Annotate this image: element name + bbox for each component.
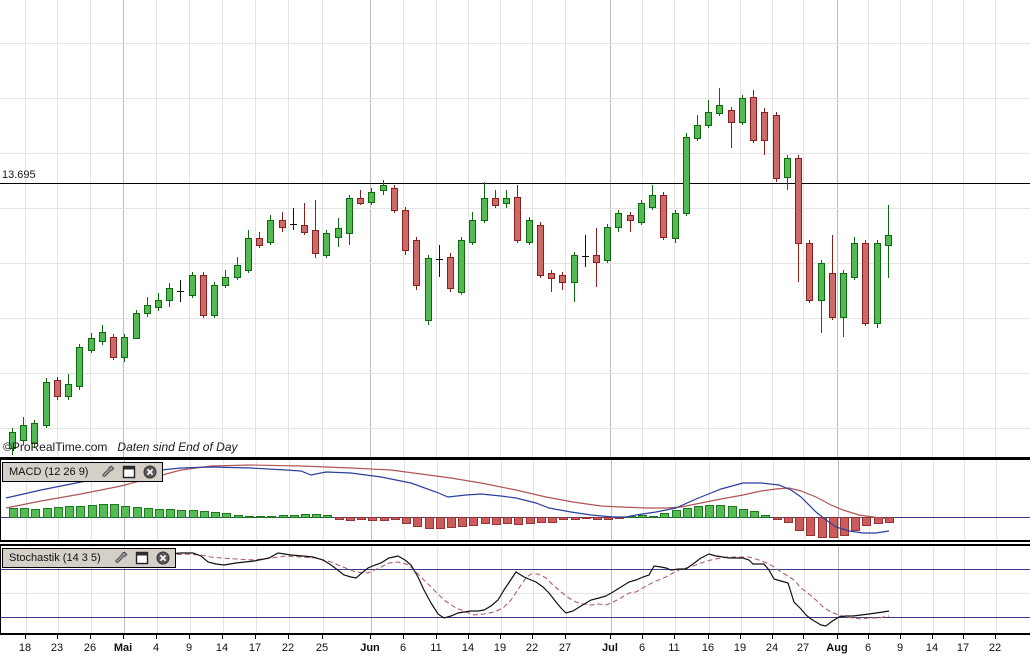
- window-icon[interactable]: [122, 465, 136, 479]
- macd-header[interactable]: MACD (12 26 9): [2, 462, 164, 482]
- x-axis-label: 22: [526, 642, 538, 654]
- x-axis-label: 27: [559, 642, 571, 654]
- x-axis-label: 18: [19, 642, 31, 654]
- x-axis-label: 14: [926, 642, 938, 654]
- macd-title: MACD (12 26 9): [9, 466, 89, 478]
- x-axis-label: 17: [957, 642, 969, 654]
- x-axis-label: 19: [734, 642, 746, 654]
- x-axis-label: 14: [462, 642, 474, 654]
- x-axis-label: 26: [84, 642, 96, 654]
- x-axis-label: 16: [702, 642, 714, 654]
- x-axis-label: 6: [865, 642, 871, 654]
- panel-separator[interactable]: [0, 457, 1030, 460]
- macd-chart-canvas: [1, 460, 1030, 540]
- panel-separator: [0, 633, 1030, 635]
- x-axis-label: 4: [153, 642, 159, 654]
- x-axis-label: 6: [400, 642, 406, 654]
- x-axis-label: 25: [316, 642, 328, 654]
- copyright-note: ©ProRealTime.com Daten sind End of Day: [3, 441, 238, 454]
- macd-panel: MACD (12 26 9): [0, 460, 1030, 540]
- price-level-label: 13.695: [2, 169, 36, 181]
- price-chart-canvas: [0, 0, 1030, 457]
- wrench-icon[interactable]: [101, 465, 115, 479]
- provider-name: ©ProRealTime.com: [3, 440, 108, 454]
- x-axis-label: 9: [897, 642, 903, 654]
- x-axis-label: 14: [216, 642, 228, 654]
- x-axis-label: 22: [282, 642, 294, 654]
- data-note: Daten sind End of Day: [117, 440, 238, 454]
- x-axis-label: 23: [51, 642, 63, 654]
- stochastic-panel: Stochastik (14 3 5): [0, 546, 1030, 633]
- x-axis-label: Jul: [602, 642, 618, 654]
- close-icon[interactable]: [143, 465, 157, 479]
- x-axis-label: Jun: [360, 642, 380, 654]
- x-axis-label: 11: [430, 642, 441, 654]
- stochastic-title: Stochastik (14 3 5): [9, 552, 101, 564]
- x-axis-label: Mai: [114, 642, 132, 654]
- window-icon[interactable]: [135, 551, 149, 565]
- stochastic-header[interactable]: Stochastik (14 3 5): [2, 548, 176, 568]
- x-axis-label: 17: [249, 642, 261, 654]
- x-axis-label: 22: [989, 642, 1001, 654]
- x-axis-label: 24: [766, 642, 778, 654]
- stochastic-chart-canvas: [1, 546, 1030, 633]
- panel-separator[interactable]: [0, 540, 1030, 546]
- x-axis-label: Aug: [826, 642, 847, 654]
- x-axis-label: 27: [797, 642, 809, 654]
- x-axis-label: 6: [639, 642, 645, 654]
- time-axis[interactable]: 18 23 26 Mai 4 9 14 17 22 25 Jun 6 11 14 19 22 27 Jul 6 11 1…: [0, 635, 1030, 657]
- x-axis-label: 19: [494, 642, 506, 654]
- close-icon[interactable]: [156, 551, 170, 565]
- x-axis-label: 9: [186, 642, 192, 654]
- price-panel: 13.695 ©ProRealTime.com Daten sind End of…: [0, 0, 1030, 457]
- wrench-icon[interactable]: [114, 551, 128, 565]
- x-axis-label: 11: [668, 642, 679, 654]
- time-axis-canvas: 18 23 26 Mai 4 9 14 17 22 25 Jun 6 11 14 19 22 27 Jul 6 11 1…: [19, 635, 1001, 654]
